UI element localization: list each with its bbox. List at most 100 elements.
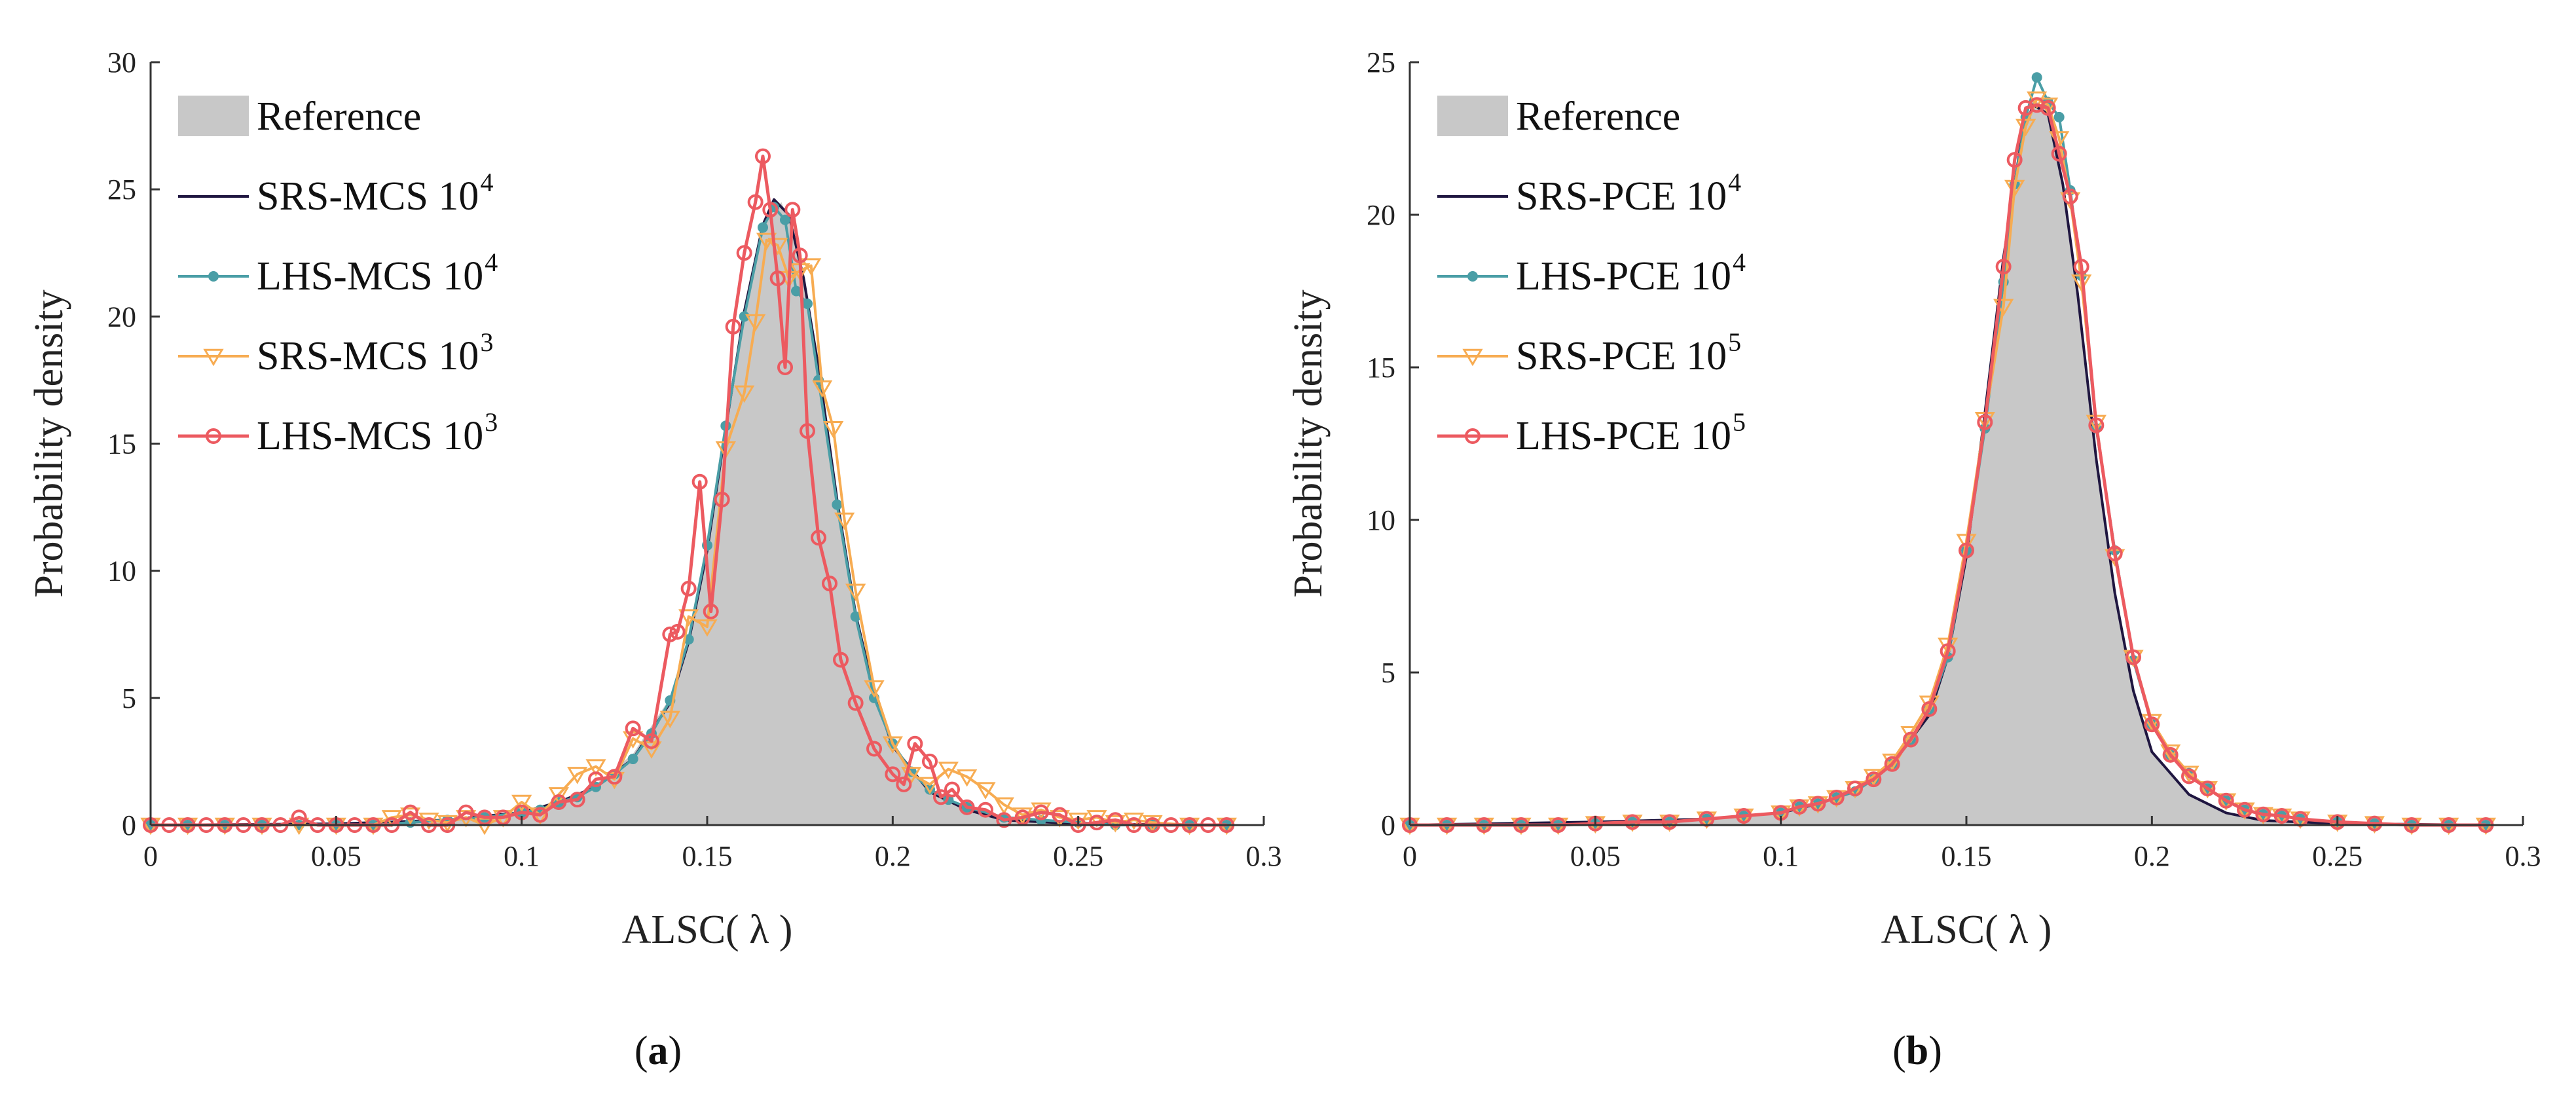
- data-point: [1014, 809, 1031, 826]
- data-point: [1107, 812, 1124, 828]
- data-point: [823, 420, 844, 439]
- y-tick-label: 25: [1367, 46, 1395, 79]
- data-point: [588, 771, 604, 788]
- data-point: [2329, 814, 2346, 830]
- legend-item-lhs_1e3: LHS-PCE 10 5: [1437, 407, 1746, 458]
- legend-marker: [1467, 271, 1478, 282]
- data-point: [1828, 790, 1845, 806]
- legend-label: LHS-MCS 10: [257, 254, 483, 299]
- data-point: [1959, 542, 1974, 559]
- data-point: [2125, 649, 2141, 665]
- legend-exponent: 3: [480, 327, 493, 357]
- data-point: [703, 603, 719, 619]
- x-tick-label: 0.1: [504, 840, 540, 872]
- y-tick-label: 0: [1381, 809, 1395, 841]
- chart-panel-a: 0 0.05 0.1 0.15 0.2 0.25 0.3 0 5 10 15 20 25 30 ALSC( …: [27, 46, 1282, 1073]
- data-point: [2040, 100, 2056, 116]
- panel-caption-letter: b: [1906, 1029, 1928, 1073]
- data-point: [791, 285, 801, 297]
- legend-label: LHS-PCE 10: [1516, 254, 1731, 299]
- data-point: [1940, 643, 1956, 659]
- data-point: [511, 794, 532, 813]
- data-point: [2144, 716, 2160, 733]
- y-tick-label: 5: [122, 682, 136, 714]
- data-point: [1810, 796, 1826, 812]
- data-point: [822, 576, 837, 592]
- data-point: [551, 794, 567, 811]
- data-point: [691, 473, 708, 490]
- y-tick-label: 20: [1367, 199, 1395, 231]
- data-point: [996, 812, 1012, 828]
- x-tick-label: 0.05: [1570, 840, 1621, 872]
- data-point: [2179, 765, 2199, 784]
- legend-marker: [1462, 348, 1483, 367]
- data-point: [832, 499, 843, 510]
- data-point: [585, 759, 606, 777]
- data-point: [697, 619, 718, 637]
- data-point: [1866, 771, 1882, 788]
- data-point: [780, 214, 790, 225]
- data-point: [532, 807, 548, 823]
- data-point: [662, 626, 678, 642]
- data-point: [1921, 701, 1938, 717]
- legend-item-lhs_1e3: LHS-MCS 10 3: [178, 407, 498, 458]
- data-point: [402, 804, 418, 820]
- legend-exponent: 4: [1733, 248, 1746, 277]
- x-tick-label: 0: [1403, 840, 1417, 872]
- legend-exponent: 4: [480, 168, 493, 197]
- legend-exponent: 5: [1728, 327, 1741, 357]
- data-point: [2366, 815, 2383, 832]
- legend-marker: [206, 428, 221, 444]
- y-tick-label: 30: [107, 46, 136, 79]
- data-point: [625, 720, 641, 737]
- panel-caption-letter: a: [648, 1029, 669, 1073]
- data-point: [812, 380, 833, 398]
- x-tick-label: 0.25: [1053, 840, 1103, 872]
- data-point: [1847, 781, 1863, 797]
- data-point: [792, 248, 808, 264]
- x-axis-title: ALSC( λ ): [622, 908, 793, 952]
- data-point: [2162, 746, 2179, 763]
- data-point: [458, 804, 474, 820]
- x-tick-label: 0.2: [2134, 840, 2170, 872]
- data-point: [2199, 781, 2216, 797]
- y-tick-label: 15: [1367, 352, 1395, 384]
- legend-item-srs_1e4: SRS-PCE 10 4: [1437, 168, 1741, 219]
- data-point: [2006, 152, 2023, 168]
- reference-area: [151, 202, 1227, 826]
- data-point: [1884, 756, 1900, 772]
- data-point: [755, 148, 771, 164]
- x-tick-label: 0.3: [2505, 840, 2541, 872]
- data-point: [762, 202, 779, 218]
- x-tick-label: 0.15: [682, 840, 733, 872]
- data-point: [1661, 814, 1678, 830]
- data-point: [993, 797, 1014, 815]
- y-tick-label: 0: [122, 809, 136, 841]
- data-point: [745, 314, 766, 332]
- y-tick-label: 20: [107, 301, 136, 333]
- legend-marker: [1465, 428, 1481, 444]
- legend-label: Reference: [257, 94, 421, 139]
- data-point: [1031, 802, 1052, 820]
- data-point: [659, 710, 680, 729]
- data-point: [1995, 259, 2012, 275]
- data-point: [567, 767, 588, 784]
- data-point: [1736, 808, 1752, 824]
- data-point: [1792, 799, 1807, 815]
- legend-item-srs_1e4: SRS-MCS 10 4: [178, 168, 493, 219]
- data-point: [2031, 72, 2042, 83]
- legend-exponent: 5: [1733, 407, 1746, 437]
- data-point: [811, 530, 826, 546]
- data-point: [736, 245, 752, 261]
- panel-caption: (a): [635, 1029, 682, 1073]
- data-point: [1142, 815, 1163, 833]
- data-point: [864, 680, 885, 698]
- y-tick-label: 10: [1367, 504, 1395, 536]
- legend-item-reference: Reference: [1437, 94, 1680, 139]
- data-point: [777, 359, 793, 375]
- data-point: [834, 512, 855, 530]
- data-point: [944, 781, 960, 798]
- x-tick-label: 0.3: [1246, 840, 1282, 872]
- data-point: [1625, 814, 1640, 830]
